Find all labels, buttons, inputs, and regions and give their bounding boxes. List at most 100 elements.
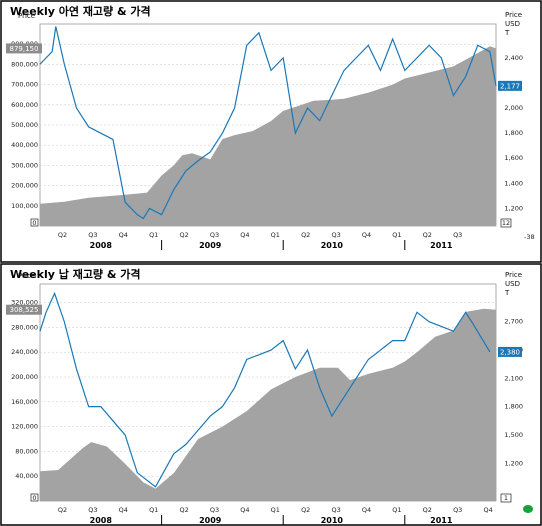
zinc-right-axis-label: USD bbox=[505, 20, 520, 28]
lead-quarter-label: Q1 bbox=[392, 506, 401, 514]
zinc-left-last-tag-box bbox=[6, 43, 42, 54]
lead-quarter-label: Q2 bbox=[301, 506, 310, 514]
lead-quarter-label: Q4 bbox=[362, 506, 371, 514]
zinc-quarter-label: Q4 bbox=[240, 231, 249, 239]
zinc-left-tick-label: 700,000 bbox=[11, 81, 38, 89]
zinc-right-tick-label: 1,200 bbox=[504, 204, 523, 212]
lead-price-line bbox=[39, 291, 491, 488]
zinc-quarter-label: Q3 bbox=[453, 231, 462, 239]
lead-right-tick-label: 2,700 bbox=[504, 318, 523, 326]
zinc-quarter-label: Q3 bbox=[88, 231, 97, 239]
lead-right-tick-label: 1,500 bbox=[504, 431, 523, 439]
zinc-year-label: 2010 bbox=[321, 241, 344, 250]
zinc-quarter-label: Q1 bbox=[271, 231, 280, 239]
lead-right-bottom-box bbox=[500, 493, 512, 503]
lead-right-last-tag-box bbox=[498, 346, 522, 357]
zinc-right-tick-label: 1,800 bbox=[504, 129, 523, 137]
zinc-quarter-label: Q1 bbox=[392, 231, 401, 239]
zinc-year-label: 2011 bbox=[430, 241, 453, 250]
lead-inventory-area bbox=[40, 308, 496, 501]
lead-quarter-label: Q1 bbox=[271, 506, 280, 514]
zinc-left-zero-box bbox=[30, 218, 39, 227]
lead-quarter-label: Q3 bbox=[453, 506, 462, 514]
lead-left-tick-label: 40,000 bbox=[15, 472, 38, 480]
lead-left-zero-box bbox=[30, 493, 39, 502]
lead-left-last-tag: 308,525 bbox=[10, 306, 39, 314]
lead-left-tick-label: 80,000 bbox=[15, 447, 38, 455]
lead-right-axis-label: Price bbox=[505, 271, 522, 279]
lead-left-tick-label: 160,000 bbox=[11, 398, 38, 406]
lead-year-label: 2010 bbox=[321, 516, 344, 525]
zinc-quarter-label: Q3 bbox=[331, 231, 340, 239]
zinc-quarter-label: Q4 bbox=[362, 231, 371, 239]
lead-green-dot bbox=[523, 505, 533, 513]
lead-quarter-label: Q2 bbox=[179, 506, 188, 514]
lead-right-tick-label: 1,200 bbox=[504, 459, 523, 467]
zinc-quarter-label: Q2 bbox=[423, 231, 432, 239]
lead-quarter-label: Q4 bbox=[483, 506, 492, 514]
lead-quarter-label: Q2 bbox=[58, 506, 67, 514]
lead-quarter-label: Q3 bbox=[331, 506, 340, 514]
zinc-right-last-tag: 2,177 bbox=[500, 82, 520, 90]
zinc-left-tick-label: 500,000 bbox=[11, 121, 38, 129]
zinc-quarter-label: Q1 bbox=[149, 231, 158, 239]
lead-quarter-label: Q3 bbox=[88, 506, 97, 514]
zinc-title: Weekly 아연 재고량 & 가격 bbox=[10, 4, 151, 18]
lead-right-axis-label: T bbox=[504, 289, 510, 297]
zinc-chart-panel: Weekly 아연 재고량 & 가격 Price Price USD T 100,000 2… bbox=[0, 0, 542, 263]
lead-right-tick-label: 1,800 bbox=[504, 403, 523, 411]
lead-quarter-label: Q4 bbox=[240, 506, 249, 514]
lead-left-tick-label: 240,000 bbox=[11, 348, 38, 356]
lead-title: Weekly 납 재고량 & 가격 bbox=[10, 267, 141, 281]
zinc-left-axis-label: Price bbox=[18, 12, 35, 20]
lead-left-tick-label: 200,000 bbox=[11, 373, 38, 381]
zinc-right-axis-label: Price bbox=[505, 11, 522, 19]
lead-left-axis-label: Price bbox=[18, 272, 35, 280]
lead-quarter-label: Q1 bbox=[149, 506, 158, 514]
zinc-quarter-label: Q2 bbox=[179, 231, 188, 239]
zinc-quarter-label: Q2 bbox=[58, 231, 67, 239]
zinc-quarter-label: Q4 bbox=[119, 231, 128, 239]
lead-right-bottom-label: 1 bbox=[504, 494, 508, 502]
zinc-right-tick-label: 2,000 bbox=[504, 104, 523, 112]
zinc-left-zero-label: 0 bbox=[32, 219, 36, 227]
lead-right-tick-label: 2,100 bbox=[504, 374, 523, 382]
zinc-left-tick-label: 800,000 bbox=[11, 60, 38, 68]
lead-left-tick-label: 320,000 bbox=[11, 299, 38, 307]
lead-year-label: 2011 bbox=[430, 516, 453, 525]
zinc-right-bottom-box bbox=[500, 218, 512, 228]
zinc-right-axis-label: T bbox=[504, 29, 510, 37]
zinc-price-line bbox=[39, 26, 497, 220]
zinc-right-tick-label: 2,400 bbox=[504, 54, 523, 62]
zinc-left-tick-label: 300,000 bbox=[11, 161, 38, 169]
lead-year-label: 2008 bbox=[90, 516, 113, 525]
lead-left-tick-label: 120,000 bbox=[11, 423, 38, 431]
zinc-right-bottom-label: 12 bbox=[502, 219, 510, 227]
lead-year-label: 2009 bbox=[199, 516, 222, 525]
lead-right-axis-label: USD bbox=[505, 280, 520, 288]
lead-left-last-tag-box bbox=[6, 304, 42, 315]
lead-chart-panel: Weekly 납 재고량 & 가격 Price Price USD T 40,000 80,… bbox=[0, 263, 542, 526]
zinc-left-tick-label: 600,000 bbox=[11, 101, 38, 109]
zinc-right-last-tag-box bbox=[498, 80, 522, 91]
zinc-corner-note: -38 bbox=[524, 233, 535, 241]
zinc-left-tick-label: 200,000 bbox=[11, 182, 38, 190]
lead-left-tick-label: 280,000 bbox=[11, 323, 38, 331]
zinc-right-tick-label: 1,400 bbox=[504, 179, 523, 187]
zinc-year-label: 2008 bbox=[90, 241, 113, 250]
zinc-left-tick-label: 100,000 bbox=[11, 202, 38, 210]
zinc-quarter-label: Q3 bbox=[210, 231, 219, 239]
zinc-left-tick-label: 400,000 bbox=[11, 141, 38, 149]
lead-left-zero-label: 0 bbox=[32, 494, 36, 502]
zinc-year-label: 2009 bbox=[199, 241, 222, 250]
zinc-inventory-area bbox=[40, 46, 496, 226]
zinc-quarter-label: Q2 bbox=[301, 231, 310, 239]
zinc-left-last-tag: 879,150 bbox=[10, 45, 39, 53]
lead-quarter-label: Q2 bbox=[423, 506, 432, 514]
zinc-right-tick-label: 1,600 bbox=[504, 154, 523, 162]
lead-quarter-label: Q4 bbox=[119, 506, 128, 514]
lead-right-last-tag: 2,380 bbox=[500, 348, 520, 356]
lead-quarter-label: Q3 bbox=[210, 506, 219, 514]
